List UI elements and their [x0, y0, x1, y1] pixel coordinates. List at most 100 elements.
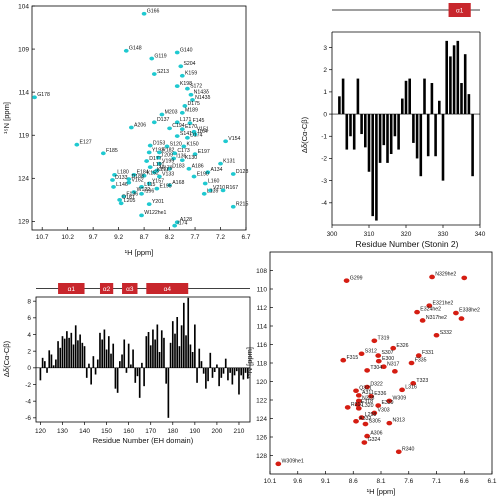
peak-point	[362, 421, 369, 427]
peak-label: T304	[370, 365, 382, 371]
residue-bar	[423, 78, 426, 115]
peak-point	[343, 278, 350, 283]
peak-point	[188, 92, 194, 97]
peak-label: S172	[190, 84, 202, 90]
peak-point	[230, 172, 236, 176]
peak-label: A186	[192, 164, 204, 170]
residue-bar	[233, 367, 236, 376]
peak-point	[139, 185, 144, 189]
residue-bar	[48, 350, 51, 368]
peak-label: D175	[188, 101, 201, 107]
peak-point	[179, 73, 185, 78]
residue-bar	[393, 114, 397, 137]
x-tick-label: 310	[364, 231, 375, 238]
y-tick-label: 126	[256, 434, 267, 441]
residue-bar	[169, 342, 172, 368]
peak-point	[139, 213, 144, 218]
residue-bar	[41, 357, 44, 368]
residue-bar	[211, 367, 214, 378]
peak-point	[375, 358, 382, 364]
csd-eh-frame	[35, 296, 251, 423]
residue-bar	[397, 114, 400, 150]
residue-bar	[182, 302, 185, 368]
peak-label: N328	[362, 396, 375, 402]
peak-point	[126, 180, 132, 185]
residue-bar	[235, 367, 238, 372]
residue-bar	[178, 346, 181, 368]
y-tick-label: 118	[257, 360, 268, 367]
residue-bar	[196, 367, 198, 383]
residue-bar	[426, 114, 430, 157]
residue-bar	[158, 352, 161, 368]
peak-point	[230, 204, 236, 209]
peak-point	[174, 134, 180, 138]
peak-point	[414, 309, 420, 315]
peak-point	[207, 188, 213, 193]
residue-bar	[85, 367, 88, 378]
peak-label: V162	[131, 177, 143, 183]
residue-bar	[216, 364, 218, 368]
peak-point	[139, 191, 144, 196]
residue-bar	[224, 358, 227, 368]
residue-bar	[378, 114, 382, 163]
peak-point	[174, 120, 180, 125]
residue-bar	[130, 364, 132, 368]
peak-point	[358, 415, 365, 420]
y-tick-label: -2	[321, 156, 327, 163]
csd-eh-y-ticks: -6 -4 -2 0 2 4 6 8	[25, 298, 36, 422]
y-tick-label: 124	[18, 176, 29, 183]
residue-bar	[121, 354, 123, 368]
peak-label: I196	[144, 189, 154, 195]
y-tick-label: 119	[19, 133, 30, 140]
peak-point	[415, 353, 422, 358]
peak-point	[355, 406, 362, 411]
peak-point	[361, 440, 368, 445]
hsqc-stonin-y-ticks: 108 110 112 114 116 118 120 122 124 126 128	[256, 268, 273, 460]
peak-label: D181	[122, 195, 135, 201]
peak-label: W122he1	[144, 210, 166, 216]
peak-point	[151, 170, 157, 175]
peak-point	[353, 388, 359, 394]
peak-point	[190, 98, 195, 102]
residue-bar	[107, 336, 110, 368]
peak-label: L316	[405, 384, 417, 390]
x-tick-label: 9.1	[321, 478, 330, 485]
residue-bar	[434, 114, 437, 157]
peak-label: I174	[177, 221, 187, 227]
peak-label: A332	[359, 416, 371, 422]
residue-bar	[149, 345, 152, 368]
residue-bar	[412, 114, 415, 143]
x-tick-label: 6.7	[241, 234, 250, 241]
x-tick-label: 6.1	[487, 478, 496, 485]
y-tick-label: 108	[256, 268, 267, 275]
peak-point	[453, 310, 459, 316]
residue-bar	[389, 114, 393, 155]
csd-eh-panel: α1 α2 α3 α4 120 130 140 150 160 170 180 190 200 210 …	[2, 283, 251, 445]
residue-bar	[242, 367, 245, 380]
hsqc-eh-frame	[31, 5, 247, 231]
peak-label: I164	[198, 129, 208, 135]
csd-eh-xlabel: Residue Number (EH domain)	[93, 436, 194, 445]
residue-bar	[185, 335, 187, 368]
residue-bar	[345, 114, 349, 150]
peak-label: E190	[197, 171, 209, 177]
x-tick-label: 8.6	[349, 478, 358, 485]
peak-label: S305	[369, 419, 381, 425]
residue-bar	[401, 98, 404, 115]
peak-label: G140	[180, 47, 193, 53]
peak-label: V154	[228, 136, 240, 142]
residue-bar	[463, 54, 467, 115]
y-tick-label: 3	[323, 45, 327, 52]
peak-label: L191	[153, 162, 165, 168]
residue-bar	[138, 367, 141, 398]
y-tick-label: -2	[25, 382, 31, 389]
peak-label: G324	[368, 437, 381, 443]
peak-point	[358, 351, 365, 357]
residue-bar	[205, 367, 207, 389]
residue-bar	[171, 321, 174, 368]
peak-point	[192, 152, 198, 157]
residue-bar	[438, 100, 441, 115]
peak-label: A306	[370, 431, 382, 437]
peak-point	[131, 190, 137, 194]
